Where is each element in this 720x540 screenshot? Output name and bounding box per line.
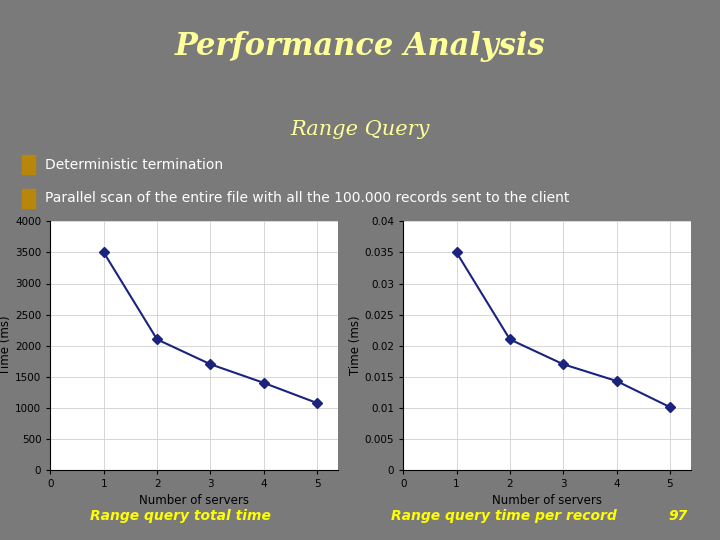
Text: Range Query: Range Query (290, 120, 430, 139)
X-axis label: Number of servers: Number of servers (492, 495, 602, 508)
Text: Parallel scan of the entire file with all the 100.000 records sent to the client: Parallel scan of the entire file with al… (45, 192, 570, 205)
Text: Deterministic termination: Deterministic termination (45, 158, 223, 172)
Y-axis label: Time (ms): Time (ms) (348, 316, 361, 375)
X-axis label: Number of servers: Number of servers (140, 495, 249, 508)
Y-axis label: Time (ms): Time (ms) (0, 316, 12, 375)
Bar (22, 189, 35, 208)
Text: 97: 97 (668, 509, 688, 523)
Text: Range query time per record: Range query time per record (391, 509, 617, 523)
Text: Performance Analysis: Performance Analysis (175, 31, 545, 62)
Text: Range query total time: Range query total time (89, 509, 271, 523)
Bar (22, 156, 35, 174)
